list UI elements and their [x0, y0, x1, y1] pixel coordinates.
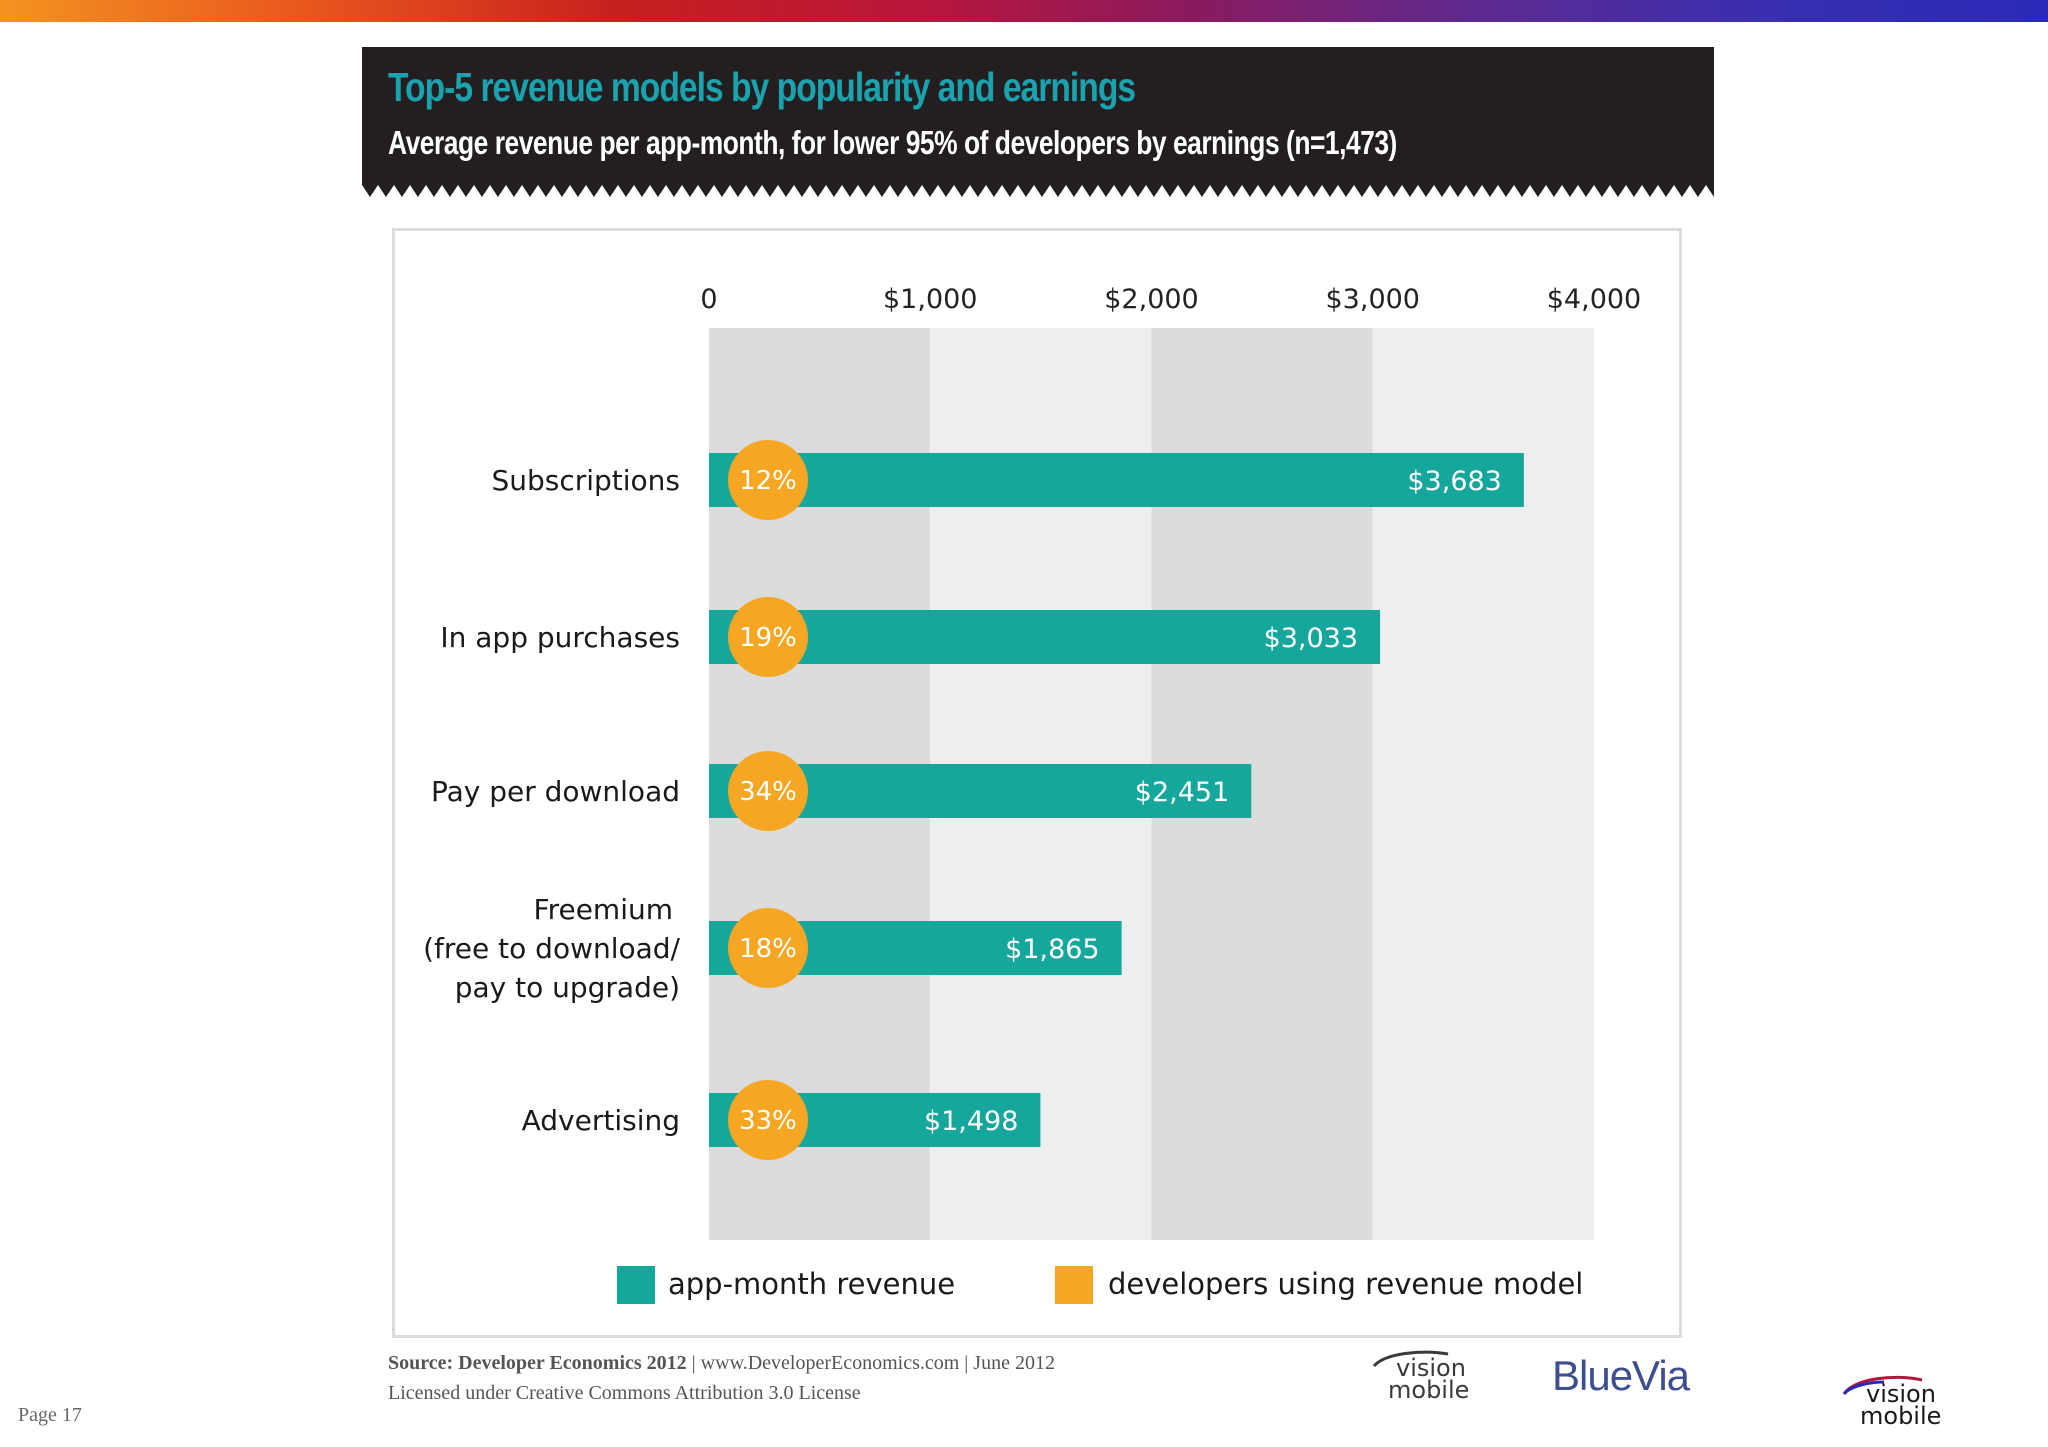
header-zigzag-edge: [362, 185, 1714, 197]
developer-share-circle: [728, 751, 808, 831]
revenue-bar: [709, 610, 1381, 664]
logo2-mobile-text: mobile: [1860, 1402, 1941, 1428]
developer-share-circle: [728, 440, 808, 520]
category-label: Freemium: [534, 893, 674, 926]
page-number: Page 17: [18, 1404, 82, 1426]
developer-share-circle: [728, 908, 808, 988]
category-label: Advertising: [522, 1104, 680, 1137]
source-note: Source: Developer Economics 2012 | www.D…: [388, 1348, 1288, 1408]
developer-share-label: 34%: [739, 777, 797, 807]
logo-mobile-text: mobile: [1388, 1376, 1469, 1404]
category-label: Pay per download: [431, 775, 680, 808]
category-label: Subscriptions: [491, 464, 680, 497]
license-note: Licensed under Creative Commons Attribut…: [388, 1382, 861, 1404]
source-title: Source: Developer Economics 2012: [388, 1352, 687, 1374]
x-tick-label: $1,000: [883, 284, 977, 315]
x-tick-label: $2,000: [1104, 284, 1198, 315]
developer-share-label: 19%: [739, 623, 797, 653]
x-tick-label: $3,000: [1326, 284, 1420, 315]
revenue-value-label: $1,498: [924, 1106, 1018, 1137]
revenue-value-label: $3,683: [1407, 466, 1501, 497]
developer-share-label: 12%: [739, 466, 797, 496]
top-gradient-band: [0, 0, 2048, 22]
x-tick-label: 0: [700, 284, 717, 315]
revenue-value-label: $2,451: [1135, 777, 1229, 808]
vision-mobile-logo-corner: vision mobile: [1842, 1375, 1941, 1428]
category-label: pay to upgrade): [455, 971, 680, 1004]
chart-subtitle: Average revenue per app-month, for lower…: [388, 124, 1397, 161]
source-details: | www.DeveloperEconomics.com | June 2012: [686, 1352, 1055, 1374]
logo-vision-text: vision: [1396, 1354, 1466, 1382]
legend-label-revenue: app-month revenue: [668, 1267, 955, 1301]
vision-mobile-logo: vision mobile: [1372, 1350, 1469, 1404]
developer-share-label: 18%: [739, 934, 797, 964]
category-label: (free to download/: [423, 932, 680, 965]
legend-swatch-developers: [1055, 1266, 1093, 1304]
developer-share-label: 33%: [739, 1106, 797, 1136]
legend-swatch-revenue: [617, 1266, 655, 1304]
revenue-bar: [709, 453, 1524, 507]
revenue-value-label: $3,033: [1264, 623, 1358, 654]
category-label: In app purchases: [440, 621, 680, 654]
chart-title: Top-5 revenue models by popularity and e…: [388, 64, 1136, 110]
logo2-vision-text: vision: [1866, 1380, 1936, 1408]
bluevia-logo: BlueVia: [1552, 1352, 1690, 1399]
developer-share-circle: [728, 1080, 808, 1160]
revenue-value-label: $1,865: [1005, 934, 1099, 965]
chart-header: [362, 47, 1714, 185]
x-tick-label: $4,000: [1547, 284, 1641, 315]
legend-label-developers: developers using revenue model: [1108, 1267, 1583, 1301]
developer-share-circle: [728, 597, 808, 677]
